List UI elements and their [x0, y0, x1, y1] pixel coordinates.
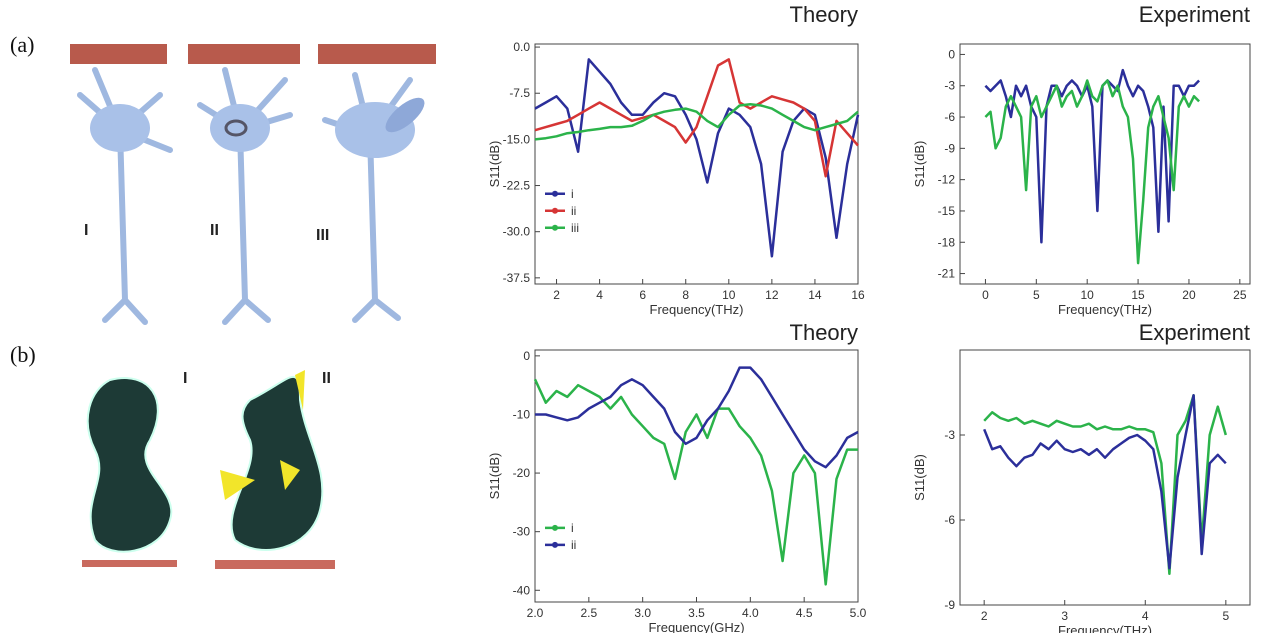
x-tick-label: 10: [722, 288, 736, 302]
protein: [88, 378, 172, 552]
legend-marker: [552, 208, 558, 214]
x-axis-label: Frequency(THz): [650, 302, 744, 317]
x-tick-label: 12: [765, 288, 779, 302]
x-axis-label: Frequency(THz): [1058, 623, 1152, 633]
legend-label: i: [571, 521, 574, 535]
chart-title: Experiment: [1139, 320, 1250, 345]
figure-label: II: [322, 370, 331, 387]
y-tick-label: -20: [513, 466, 531, 480]
chart-title: Theory: [790, 320, 858, 345]
y-tick-label: -10: [513, 407, 531, 421]
y-tick-label: -3: [944, 428, 955, 442]
y-tick-label: -15.0: [503, 132, 531, 146]
x-tick-label: 16: [851, 288, 865, 302]
electrode: [215, 560, 335, 569]
soma: [210, 104, 270, 152]
chart-title: Theory: [790, 2, 858, 27]
y-tick-label: -30.0: [503, 225, 531, 239]
y-tick-label: -22.5: [503, 179, 531, 193]
y-tick-label: -6: [944, 513, 955, 527]
chart: Experiment -3 -6 -9 2 3 4 5 Frequency(THz) S11(dB…: [912, 320, 1250, 633]
figure-label: II: [210, 222, 219, 239]
electrode: [70, 44, 167, 64]
figure: (a) (b) I II III I II Theory0.0-7.5-15.0…: [0, 0, 1263, 633]
x-tick-label: 2.0: [527, 606, 544, 620]
y-tick-label: -6: [944, 110, 955, 124]
x-tick-label: 4: [1142, 609, 1149, 623]
y-tick-label: -3: [944, 79, 955, 93]
legend-marker: [552, 225, 558, 231]
legend-label: iii: [571, 221, 579, 235]
series-line: [984, 395, 1226, 574]
y-tick-label: -18: [938, 235, 956, 249]
y-tick-label: -30: [513, 525, 531, 539]
legend-label: ii: [571, 538, 576, 552]
plot-frame: [535, 44, 858, 284]
series-line: [535, 379, 858, 584]
y-axis-label: S11(dB): [912, 141, 927, 188]
protein-illustrations: I II: [82, 370, 335, 569]
x-axis-label: Frequency(GHz): [648, 620, 744, 633]
y-tick-label: -9: [944, 141, 955, 155]
x-tick-label: 2: [981, 609, 988, 623]
x-tick-label: 5: [1222, 609, 1229, 623]
chart: Theory 0 -10 -20 -30 -40 2.0 2.5 3.0 3.5 4.0 4.5 5.0…: [487, 320, 867, 633]
y-tick-label: 0: [948, 47, 955, 61]
x-tick-label: 3.5: [688, 606, 705, 620]
panel-label: (a): [10, 32, 34, 57]
chart: Experiment 0 -3 -6 -9 -12 -15 -18 -21 0 5 10 15 20 25 F…: [912, 2, 1250, 317]
x-tick-label: 10: [1081, 288, 1095, 302]
figure-label: I: [84, 222, 88, 239]
series-line: [535, 59, 858, 176]
panel-label: (b): [10, 342, 36, 367]
y-tick-label: -12: [938, 173, 956, 187]
x-tick-label: 8: [682, 288, 689, 302]
x-tick-label: 6: [639, 288, 646, 302]
y-tick-label: -37.5: [503, 271, 531, 285]
x-tick-label: 4.5: [796, 606, 813, 620]
figure-label: I: [183, 370, 187, 387]
x-tick-label: 2.5: [580, 606, 597, 620]
y-axis-label: S11(dB): [487, 141, 502, 188]
y-tick-label: 0.0: [513, 40, 530, 54]
x-tick-label: 0: [982, 288, 989, 302]
x-tick-label: 4: [596, 288, 603, 302]
y-axis-label: S11(dB): [912, 454, 927, 501]
electrode: [318, 44, 436, 64]
x-tick-label: 14: [808, 288, 822, 302]
legend-marker: [552, 191, 558, 197]
legend-marker: [552, 542, 558, 548]
y-tick-label: -21: [938, 267, 956, 281]
x-tick-label: 3.0: [634, 606, 651, 620]
legend-label: i: [571, 187, 574, 201]
chart-title: Experiment: [1139, 2, 1250, 27]
y-tick-label: 0: [523, 349, 530, 363]
x-tick-label: 25: [1233, 288, 1247, 302]
y-axis-label: S11(dB): [487, 453, 502, 500]
x-tick-label: 20: [1182, 288, 1196, 302]
y-tick-label: -9: [944, 598, 955, 612]
figure-label: III: [316, 227, 329, 244]
electrode: [82, 560, 177, 567]
x-tick-label: 2: [553, 288, 560, 302]
x-tick-label: 5.0: [850, 606, 867, 620]
y-tick-label: -7.5: [509, 86, 530, 100]
y-tick-label: -15: [938, 204, 956, 218]
legend-marker: [552, 525, 558, 531]
soma: [90, 104, 150, 152]
x-tick-label: 3: [1061, 609, 1068, 623]
y-tick-label: -40: [513, 583, 531, 597]
legend-label: ii: [571, 204, 576, 218]
plot-frame: [960, 44, 1250, 284]
x-tick-label: 5: [1033, 288, 1040, 302]
x-tick-label: 15: [1131, 288, 1145, 302]
series-line: [535, 59, 858, 256]
protein: [232, 377, 323, 550]
neuron-illustrations: I II III: [70, 44, 436, 322]
electrode: [188, 44, 300, 64]
x-tick-label: 4.0: [742, 606, 759, 620]
x-axis-label: Frequency(THz): [1058, 302, 1152, 317]
chart: Theory 0.0 -7.5 -15.0 -22.5 -30.0 -37.5 2 4 6 8 10 1…: [487, 2, 865, 317]
